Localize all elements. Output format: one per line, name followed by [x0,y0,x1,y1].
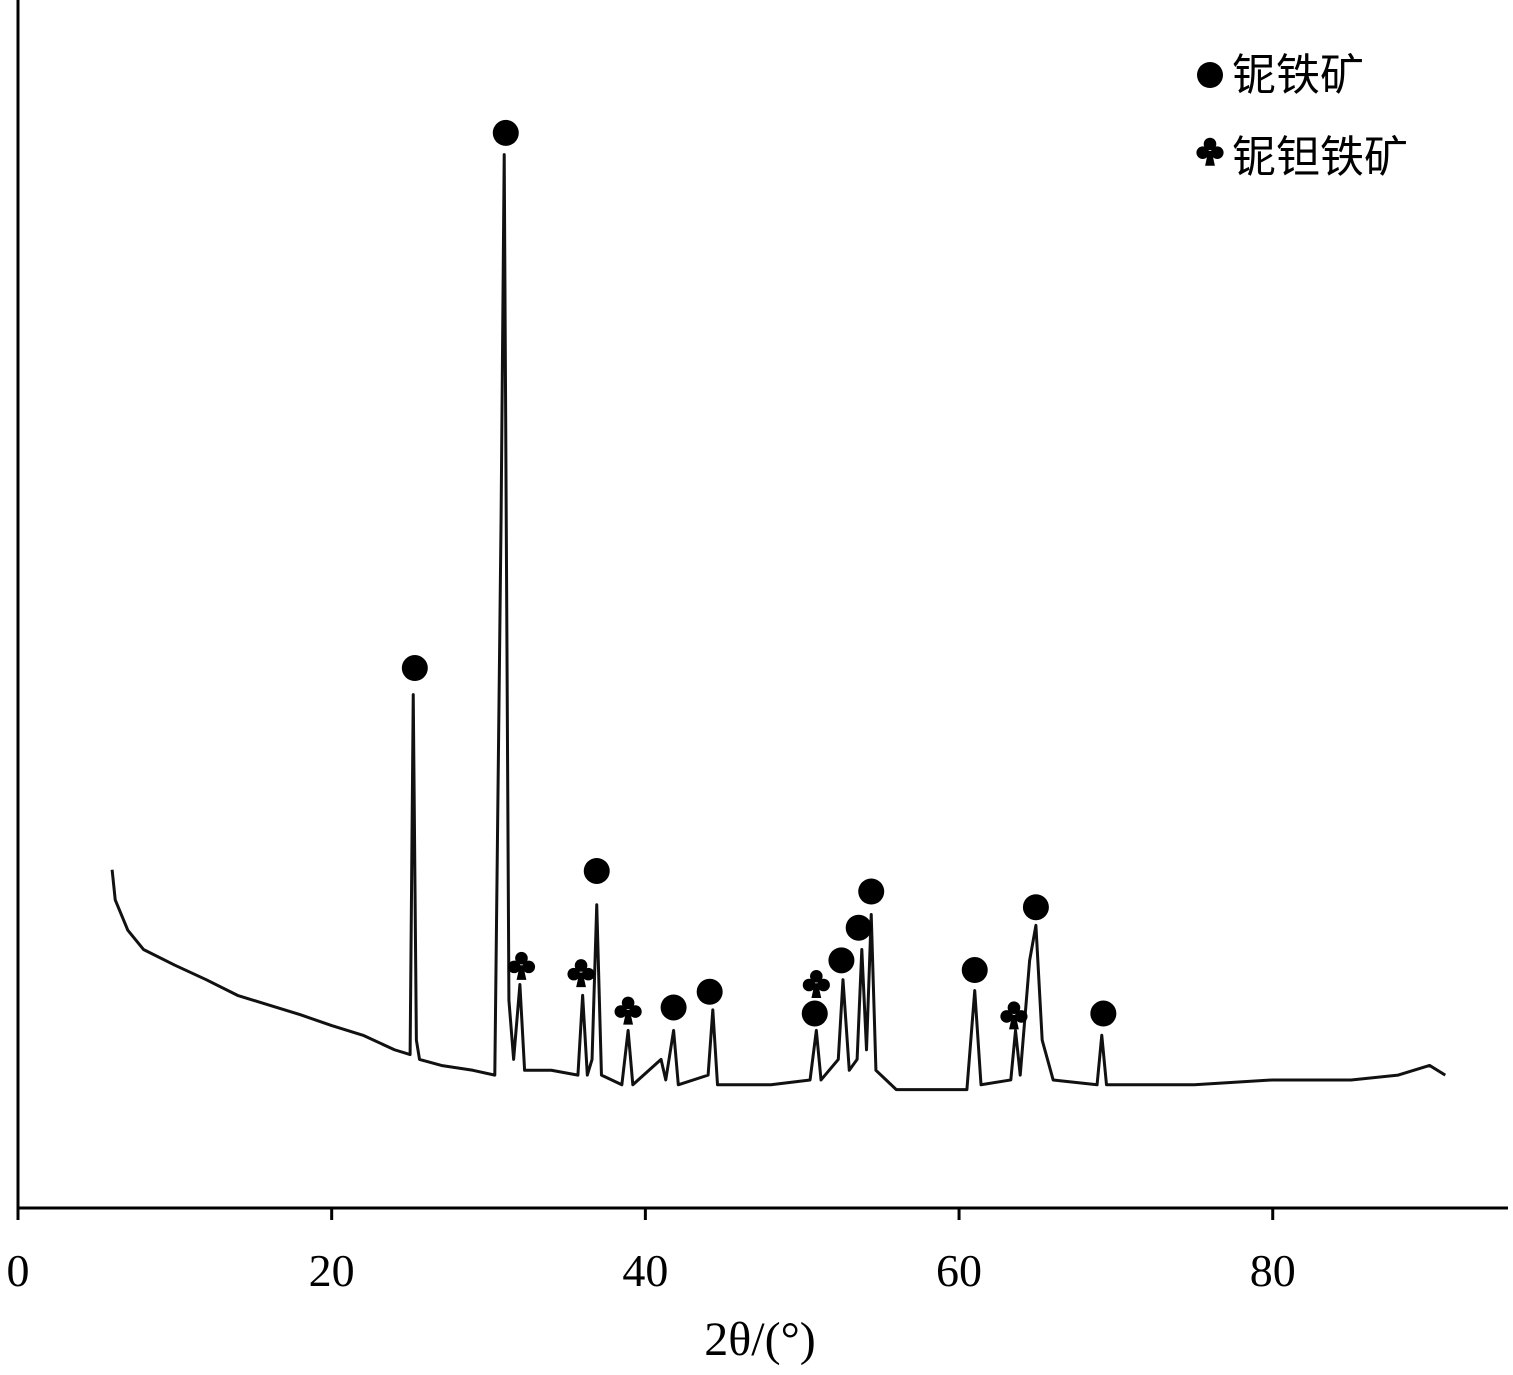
club-lobe [1196,146,1210,159]
marker [614,996,642,1025]
club-lobe [629,1005,642,1018]
club-lobe [802,978,816,992]
xrd-line [110,153,1447,1092]
club-lobe [1210,146,1224,159]
club-lobe [522,960,536,974]
club-lobe [582,967,595,981]
club-lobe [507,960,521,974]
marker [858,878,885,905]
x-tick-label: 0 [7,1245,30,1296]
club-stem [811,983,822,999]
marker [1022,894,1049,921]
marker [828,947,855,974]
marker [801,1000,828,1027]
club-lobe [1014,1010,1028,1023]
club-stem [1205,151,1215,166]
marker [802,970,830,999]
legend-label: 铌钽铁矿 [1232,133,1408,182]
club-lobe [1007,1001,1021,1015]
club-stem [516,965,527,980]
x-tick-label: 60 [936,1245,982,1296]
marker [583,857,610,884]
club-stem [576,972,586,988]
marker [1196,137,1224,166]
club-lobe [567,967,581,981]
legend-label: 铌铁矿 [1232,51,1364,100]
club-stem [623,1009,634,1025]
marker [845,914,872,941]
club-lobe [574,959,588,972]
marker [1000,1001,1028,1030]
club-stem [1009,1014,1019,1030]
club-lobe [1203,137,1217,151]
marker [492,119,519,146]
x-tick-label: 40 [622,1245,668,1296]
club-lobe [621,996,635,1010]
x-axis-label: 2θ/(°) [704,1313,816,1366]
club-lobe [1000,1010,1013,1023]
marker [696,978,723,1005]
marker [401,655,428,682]
x-tick-label: 80 [1250,1245,1296,1296]
marker [1090,1000,1117,1027]
marker [507,951,536,980]
marker [1197,62,1223,88]
marker [961,957,988,984]
marker [567,959,595,988]
marker [660,994,687,1021]
x-tick-label: 20 [309,1245,355,1296]
club-lobe [810,970,823,983]
club-lobe [614,1005,628,1018]
club-lobe [817,978,830,992]
club-lobe [515,951,528,965]
